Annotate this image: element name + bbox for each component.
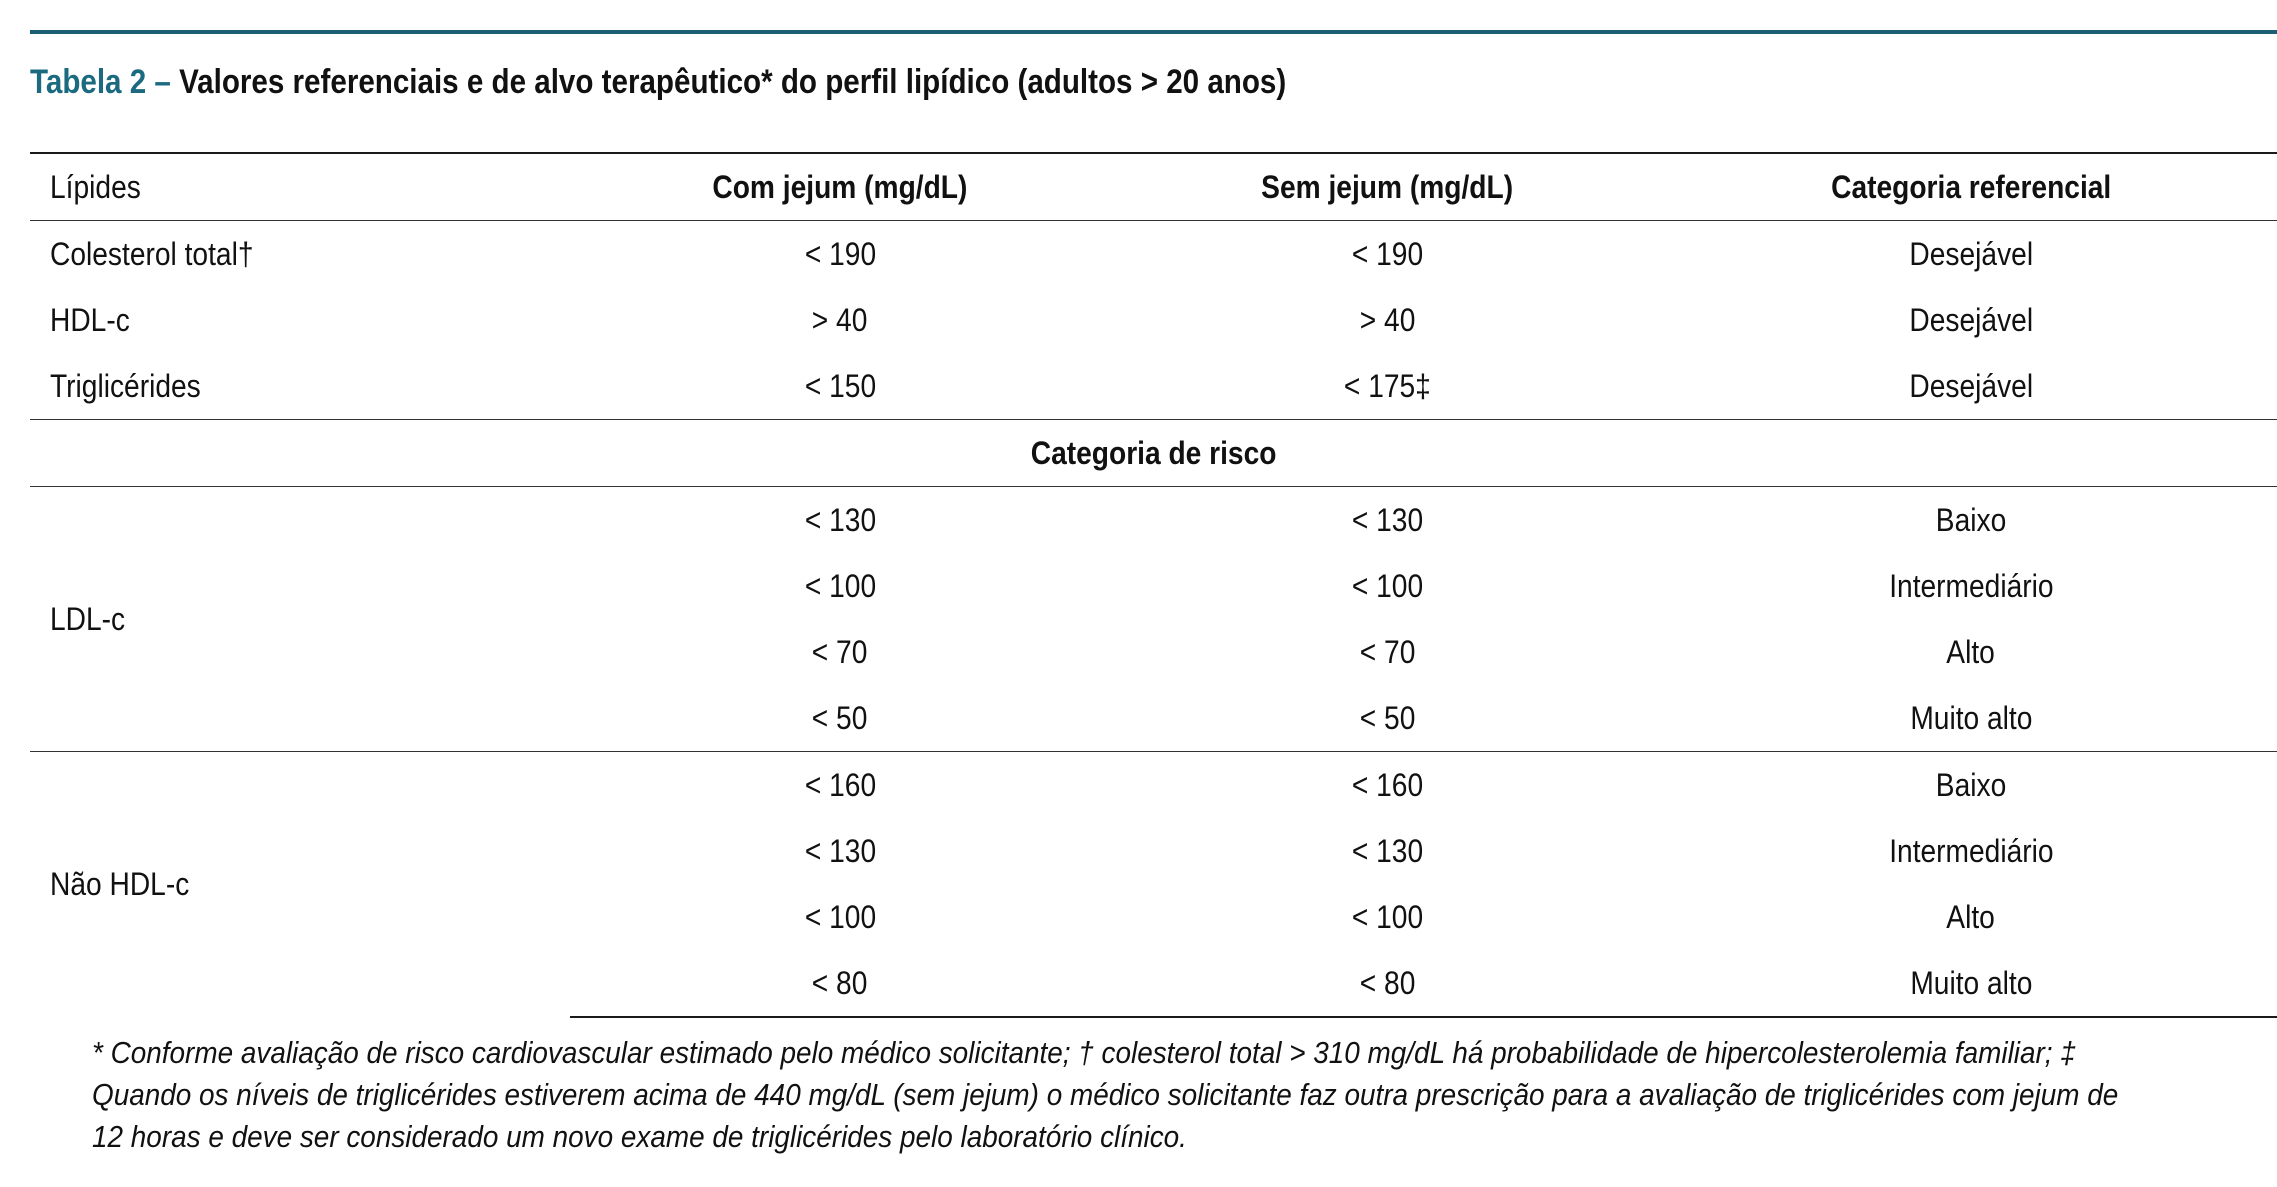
category-value: Baixo [1935, 501, 2007, 538]
fasting-value: < 50 [812, 699, 868, 736]
fasting-value: < 100 [804, 898, 876, 935]
non-fasting-value: < 50 [1359, 699, 1416, 736]
table-row: LDL-c < 130 < 130 Baixo [30, 487, 2277, 637]
fasting-value: < 130 [804, 832, 876, 869]
fasting-value: < 190 [804, 235, 876, 272]
caption-label: Tabela 2 – [30, 63, 180, 101]
lipid-name: Triglicérides [50, 367, 201, 404]
non-fasting-value: < 70 [1359, 633, 1416, 670]
fasting-value: < 160 [570, 751, 1110, 818]
category-value: Muito alto [1665, 950, 2277, 1018]
non-fasting-value: < 130 [1351, 832, 1424, 869]
lipid-table: Lípides Com jejum (mg/dL) Sem jejum (mg/… [30, 152, 2277, 1018]
top-rule [30, 30, 2277, 34]
header-row: Lípides Com jejum (mg/dL) Sem jejum (mg/… [30, 153, 2277, 221]
non-fasting-value: < 80 [1110, 950, 1665, 1018]
fasting-value: < 130 [804, 501, 876, 538]
risk-category-row: Categoria de risco [30, 419, 2277, 487]
category-value: Intermediário [1888, 832, 2054, 869]
table-footnote: * Conforme avaliação de risco cardiovasc… [92, 1032, 2262, 1158]
non-fasting-value: < 130 [1351, 501, 1424, 538]
category-value: Intermediário [1888, 567, 2054, 604]
non-fasting-value: < 190 [1351, 235, 1424, 272]
table-caption: Tabela 2 – Valores referenciais e de alv… [30, 60, 1985, 104]
non-fasting-value: < 160 [1110, 751, 1665, 818]
table-row: < 100 < 100 Intermediário [30, 553, 2277, 619]
table-row: HDL-c > 40 > 40 Desejável [30, 287, 2277, 353]
table-row: < 50 < 50 Muito alto [30, 685, 2277, 752]
caption-title: Valores referenciais e de alvo terapêuti… [179, 63, 1287, 101]
header-lipides: Lípides [30, 153, 570, 221]
lipid-name: HDL-c [50, 301, 130, 338]
category-value: Desejável [1909, 367, 2033, 404]
non-fasting-value: < 100 [1351, 567, 1424, 604]
table-row: < 100 < 100 Alto [30, 884, 2277, 950]
fasting-value: < 70 [812, 633, 868, 670]
table-row: Não HDL-c < 160 < 160 Baixo [30, 751, 2277, 1017]
non-fasting-value: < 175‡ [1344, 367, 1431, 404]
category-value: Desejável [1909, 235, 2033, 272]
fasting-value: > 40 [812, 301, 868, 338]
table-row: < 130 < 130 Intermediário [30, 818, 2277, 884]
non-fasting-value: > 40 [1359, 301, 1416, 338]
non-hdl-label: Não HDL-c [30, 751, 570, 1017]
fasting-value: < 150 [804, 367, 876, 404]
table-row: Colesterol total† < 190 < 190 Desejável [30, 221, 2277, 288]
table-figure: Tabela 2 – Valores referenciais e de alv… [30, 30, 2277, 1018]
footnote-line: 12 horas e deve ser considerado um novo … [92, 1119, 1187, 1154]
table-row: Triglicérides < 150 < 175‡ Desejável [30, 353, 2277, 420]
category-value: Desejável [1909, 301, 2033, 338]
table-row: < 70 < 70 Alto [30, 619, 2277, 685]
header-sem-jejum: Sem jejum (mg/dL) [1110, 153, 1665, 221]
ldl-label: LDL-c [50, 600, 126, 637]
risk-category-header: Categoria de risco [30, 419, 2277, 487]
category-value: Muito alto [1909, 699, 2033, 736]
table-row: < 80 < 80 Muito alto [30, 950, 2277, 1018]
category-value: Baixo [1665, 751, 2277, 818]
category-value: Alto [1946, 898, 1996, 935]
non-fasting-value: < 100 [1351, 898, 1424, 935]
header-categoria: Categoria referencial [1665, 153, 2277, 221]
header-com-jejum: Com jejum (mg/dL) [570, 153, 1110, 221]
fasting-value: < 100 [804, 567, 876, 604]
category-value: Alto [1946, 633, 1996, 670]
footnote-line: Quando os níveis de triglicérides estive… [92, 1077, 2119, 1112]
lipid-name: Colesterol total† [50, 235, 254, 272]
fasting-value: < 80 [570, 950, 1110, 1018]
footnote-line: * Conforme avaliação de risco cardiovasc… [92, 1035, 2076, 1070]
